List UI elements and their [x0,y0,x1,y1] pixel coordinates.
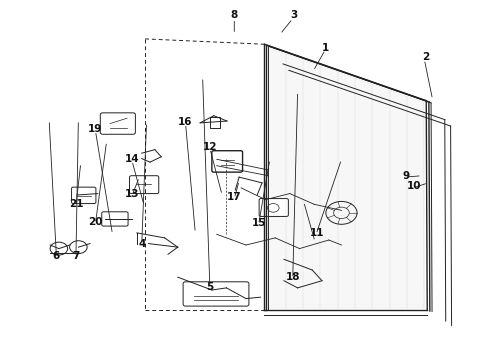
Text: 7: 7 [72,251,79,261]
Text: 4: 4 [138,239,146,249]
FancyBboxPatch shape [212,151,243,172]
Text: 19: 19 [88,124,102,134]
FancyBboxPatch shape [259,199,288,216]
Text: 3: 3 [290,10,297,20]
Text: 8: 8 [231,10,238,20]
Text: 12: 12 [203,142,217,152]
Text: 5: 5 [206,282,214,292]
Text: 9: 9 [402,171,409,181]
Text: 18: 18 [286,272,300,282]
FancyBboxPatch shape [129,176,159,194]
FancyBboxPatch shape [183,282,249,306]
Text: 21: 21 [69,199,83,209]
Text: 1: 1 [322,43,329,53]
FancyBboxPatch shape [100,113,135,134]
Text: 6: 6 [53,251,60,261]
Text: 16: 16 [178,117,193,127]
Text: 10: 10 [407,181,422,192]
Text: 14: 14 [124,154,139,164]
FancyBboxPatch shape [72,187,96,203]
Text: 17: 17 [227,192,242,202]
Text: 13: 13 [125,189,139,199]
Bar [210,117,220,128]
Text: 15: 15 [251,218,266,228]
Polygon shape [269,47,424,308]
Text: 11: 11 [310,228,324,238]
Text: 2: 2 [422,52,429,62]
Text: 20: 20 [88,217,103,227]
FancyBboxPatch shape [102,212,128,226]
